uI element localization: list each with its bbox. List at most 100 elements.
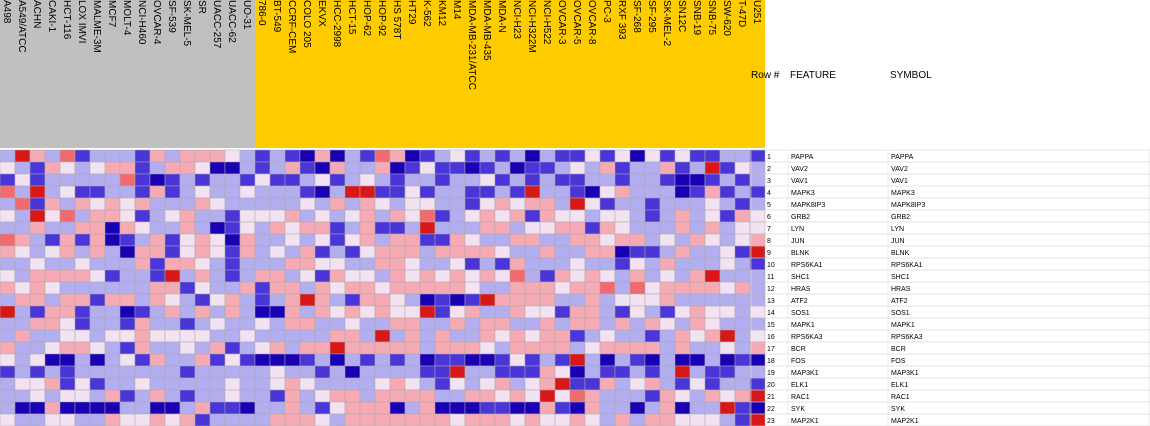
heatmap-cell	[314, 329, 331, 343]
heatmap-cell	[269, 305, 286, 319]
heatmap-cell	[119, 389, 136, 403]
column-label: UO-31	[241, 0, 252, 30]
heatmap-cell	[74, 317, 91, 331]
heatmap-cell	[569, 209, 586, 223]
heatmap-cell	[0, 245, 16, 259]
heatmap-cell	[719, 305, 736, 319]
heatmap-cell	[419, 377, 436, 391]
heatmap-cell	[509, 269, 526, 283]
heatmap-cell	[569, 233, 586, 247]
heatmap-cell	[644, 221, 661, 235]
heatmap-cell	[344, 233, 361, 247]
heatmap-cell	[434, 305, 451, 319]
heatmap-cell	[0, 305, 16, 319]
heatmap-cell	[509, 305, 526, 319]
heatmap-cell	[239, 401, 256, 415]
heatmap-cell	[704, 401, 721, 415]
heatmap-cell	[719, 161, 736, 175]
row-number: 6	[767, 214, 771, 221]
heatmap-cell	[329, 269, 346, 283]
heatmap-cell	[389, 401, 406, 415]
heatmap-cell	[269, 161, 286, 175]
row-number: 18	[767, 358, 775, 365]
heatmap-cell	[554, 281, 571, 295]
heatmap-cell	[464, 365, 481, 379]
heatmap-cell	[119, 293, 136, 307]
heatmap-cell	[449, 281, 466, 295]
symbol-name: FOS	[891, 358, 906, 365]
heatmap-cell	[14, 293, 31, 307]
heatmap-cell	[539, 149, 556, 163]
heatmap-cell	[389, 209, 406, 223]
heatmap-cell	[449, 317, 466, 331]
heatmap-cell	[239, 341, 256, 355]
heatmap-cell	[299, 209, 316, 223]
heatmap-cell	[59, 353, 76, 367]
heatmap-cell	[389, 389, 406, 403]
heatmap-cell	[749, 221, 766, 235]
heatmap-cell	[449, 245, 466, 259]
heatmap-cell	[674, 317, 691, 331]
heatmap-cell	[629, 257, 646, 271]
heatmap-cell	[119, 365, 136, 379]
heatmap-cell	[434, 341, 451, 355]
heatmap-cell	[509, 377, 526, 391]
heatmap-cell	[374, 317, 391, 331]
heatmap-cell	[149, 197, 166, 211]
heatmap-cell	[479, 221, 496, 235]
heatmap-cell	[689, 197, 706, 211]
heatmap-cell	[224, 209, 241, 223]
heatmap-cell	[119, 197, 136, 211]
heatmap-cell	[734, 317, 751, 331]
heatmap-cell	[74, 329, 91, 343]
heatmap-cell	[179, 353, 196, 367]
feature-name: VAV2	[791, 166, 808, 173]
heatmap-cell	[104, 281, 121, 295]
symbol-header: SYMBOL	[890, 70, 932, 81]
row-number: 16	[767, 334, 775, 341]
heatmap-cell	[119, 233, 136, 247]
heatmap-cell	[134, 269, 151, 283]
heatmap-cell	[494, 245, 511, 259]
heatmap-cell	[29, 293, 46, 307]
heatmap-cell	[74, 377, 91, 391]
heatmap-cell	[509, 353, 526, 367]
heatmap-cell	[134, 401, 151, 415]
heatmap-cell	[749, 269, 766, 283]
heatmap-cell	[179, 377, 196, 391]
heatmap-cell	[614, 353, 631, 367]
heatmap-cell	[704, 221, 721, 235]
heatmap-cell	[164, 377, 181, 391]
column-labels: A498 A549/ATCC ACHN CAKI-1 HCT-116 LOX IMVI MA…	[1, 0, 762, 90]
heatmap-cell	[614, 269, 631, 283]
heatmap-cell	[164, 209, 181, 223]
heatmap-cell	[14, 209, 31, 223]
heatmap-cell	[224, 377, 241, 391]
heatmap-cell	[494, 413, 511, 426]
heatmap-cell	[14, 413, 31, 426]
heatmap-cell	[374, 185, 391, 199]
heatmap-cell	[284, 413, 301, 426]
heatmap-cell	[719, 281, 736, 295]
heatmap-cell	[284, 401, 301, 415]
heatmap-cell	[719, 377, 736, 391]
heatmap-cell	[674, 173, 691, 187]
heatmap-cell	[89, 401, 106, 415]
column-label: RXF 393	[616, 0, 627, 40]
heatmap-cell	[599, 329, 616, 343]
heatmap-cells	[0, 149, 766, 426]
column-label: SK-MEL-2	[661, 0, 672, 47]
heatmap-cell	[419, 305, 436, 319]
heatmap-cell	[719, 329, 736, 343]
heatmap-cell	[644, 209, 661, 223]
heatmap-cell	[659, 269, 676, 283]
heatmap-cell	[554, 317, 571, 331]
heatmap-cell	[164, 401, 181, 415]
feature-name: MAPK1	[791, 322, 815, 329]
heatmap-cell	[269, 413, 286, 426]
heatmap-cell	[59, 317, 76, 331]
heatmap-cell	[569, 389, 586, 403]
heatmap-cell	[479, 341, 496, 355]
heatmap-cell	[539, 365, 556, 379]
heatmap-cell	[614, 413, 631, 426]
